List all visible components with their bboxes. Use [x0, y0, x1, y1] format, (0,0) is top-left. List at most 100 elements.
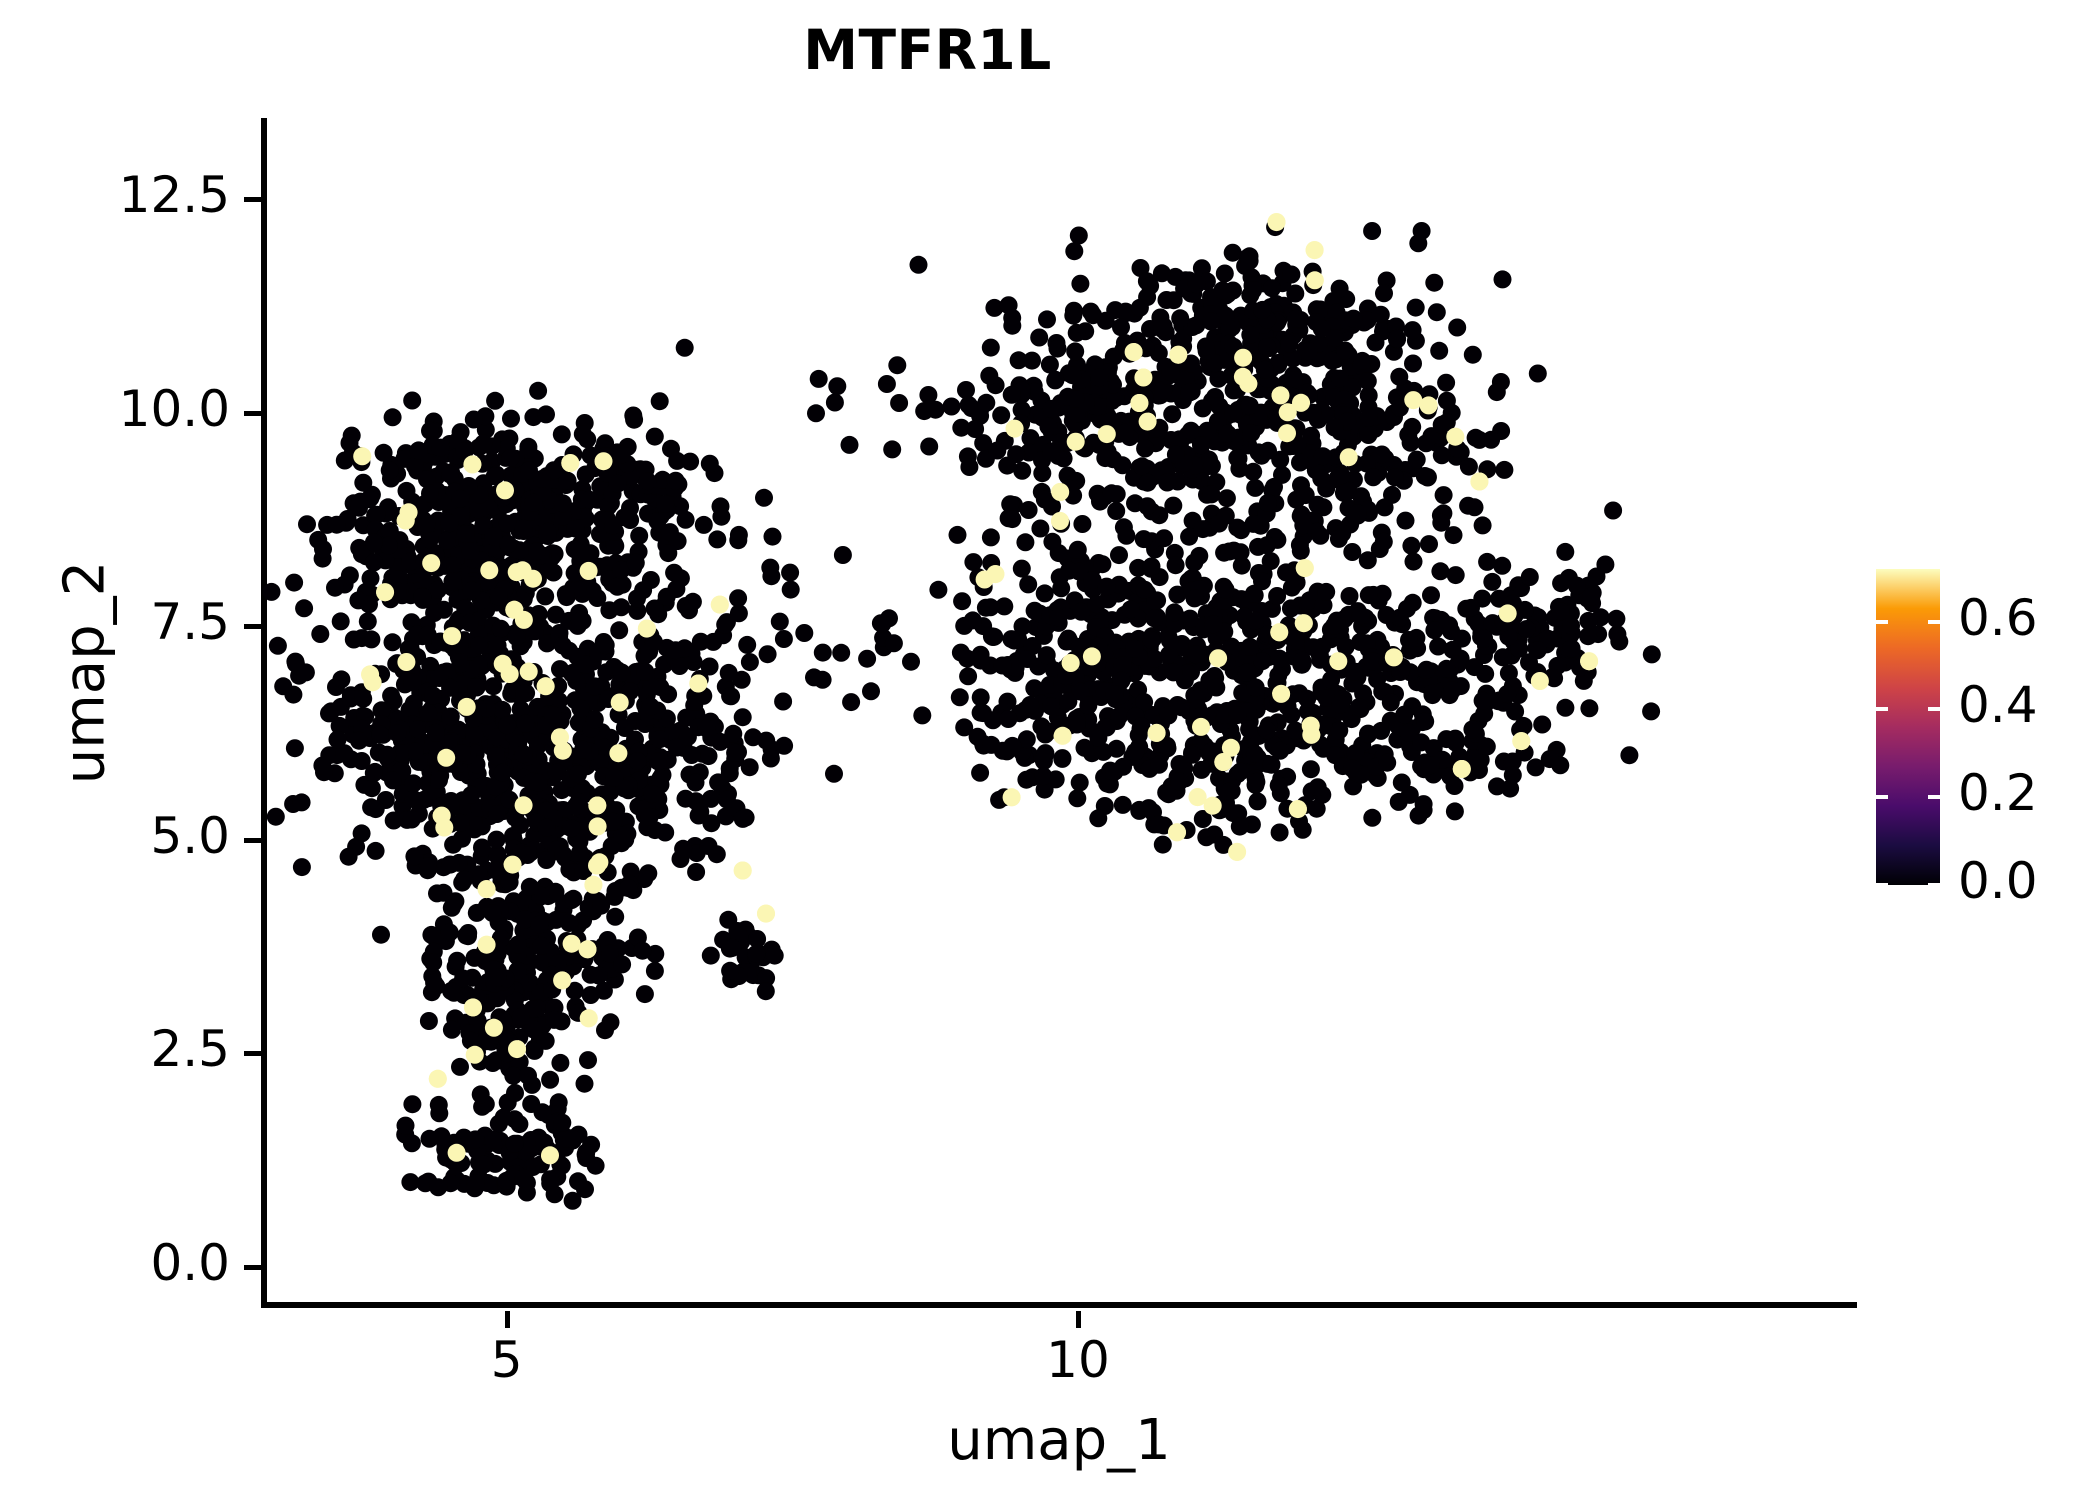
scatter-point [733, 708, 752, 727]
y-tick-mark [244, 410, 261, 416]
scatter-point [1240, 637, 1259, 656]
scatter-point [1134, 530, 1153, 549]
scatter-point [576, 543, 595, 562]
scatter-point [1392, 773, 1411, 792]
scatter-point [486, 777, 505, 796]
scatter-point [533, 953, 552, 972]
scatter-point-highlight [464, 998, 482, 1017]
scatter-point [1257, 721, 1276, 740]
scatter-point [466, 1174, 485, 1193]
scatter-point [1132, 717, 1151, 736]
scatter-point [1421, 756, 1440, 775]
scatter-point [498, 716, 517, 735]
scatter-point [1477, 737, 1496, 756]
scatter-point [465, 725, 484, 744]
scatter-point [1298, 689, 1317, 708]
scatter-point [1192, 760, 1211, 779]
scatter-point [883, 440, 902, 459]
scatter-point [1180, 383, 1199, 402]
scatter-point [474, 434, 493, 453]
scatter-point [1241, 325, 1260, 344]
scatter-point [694, 515, 713, 534]
scatter-point [1193, 399, 1212, 418]
scatter-point [842, 693, 861, 712]
scatter-point [1107, 502, 1126, 520]
scatter-point [420, 1129, 439, 1148]
x-tick-mark [504, 1311, 510, 1328]
scatter-point [442, 1020, 461, 1039]
scatter-point [1495, 460, 1514, 479]
scatter-point [1283, 349, 1302, 368]
scatter-point [1520, 568, 1539, 586]
scatter-point-highlight [1404, 391, 1423, 410]
scatter-point [1381, 693, 1400, 712]
scatter-point [457, 926, 476, 945]
scatter-point [1263, 279, 1281, 298]
scatter-point [448, 951, 467, 970]
scatter-point [1035, 490, 1054, 509]
scatter-point [687, 863, 706, 881]
scatter-point [981, 338, 1000, 357]
scatter-point [461, 1031, 480, 1050]
scatter-point [1138, 497, 1157, 516]
scatter-point [576, 465, 595, 484]
scatter-point [612, 445, 631, 464]
scatter-point [1391, 663, 1410, 681]
scatter-point-highlight [1053, 726, 1072, 745]
scatter-point [380, 522, 399, 540]
scatter-point [610, 621, 629, 640]
scatter-point [1403, 321, 1422, 340]
scatter-point [579, 1051, 597, 1070]
scatter-point [406, 742, 424, 761]
scatter-point [1164, 663, 1183, 682]
scatter-point [1434, 486, 1453, 505]
scatter-point [421, 421, 439, 440]
scatter-point [1291, 453, 1309, 472]
scatter-point [439, 734, 458, 753]
scatter-point-highlight [396, 511, 415, 530]
scatter-point [1466, 428, 1485, 447]
scatter-point [711, 732, 730, 751]
scatter-point [536, 587, 555, 606]
scatter-point [486, 391, 505, 410]
scatter-point [1187, 275, 1206, 294]
scatter-point [1204, 615, 1223, 634]
scatter-point [1642, 645, 1661, 664]
scatter-point [1112, 318, 1130, 337]
scatter-point [404, 774, 423, 793]
scatter-point [1258, 493, 1277, 512]
scatter-point [1196, 337, 1215, 356]
scatter-point [1193, 520, 1212, 539]
scatter-point [553, 494, 572, 513]
scatter-point [1330, 721, 1349, 740]
scatter-point [501, 449, 520, 467]
scatter-point [592, 896, 611, 915]
scatter-point-highlight [477, 935, 496, 954]
scatter-point-highlight [503, 855, 522, 874]
scatter-point [1269, 353, 1288, 372]
y-tick-mark [244, 197, 261, 203]
scatter-point [462, 581, 481, 600]
scatter-point [952, 418, 971, 437]
scatter-point [995, 597, 1014, 616]
scatter-point [1610, 632, 1629, 651]
scatter-point [656, 495, 675, 513]
scatter-point [1301, 760, 1320, 779]
scatter-point [1330, 369, 1349, 388]
scatter-point [1311, 526, 1330, 545]
scatter-point [488, 989, 507, 1008]
scatter-point-highlight [579, 1009, 598, 1028]
scatter-point [465, 948, 484, 967]
scatter-point [1036, 744, 1055, 763]
scatter-point [1462, 598, 1480, 617]
scatter-point [541, 1070, 560, 1089]
colorbar-gradient [1876, 569, 1940, 885]
scatter-point [441, 678, 460, 697]
scatter-point [683, 592, 702, 611]
scatter-point [452, 744, 471, 762]
scatter-point [1178, 664, 1197, 683]
scatter-point [1483, 572, 1502, 591]
scatter-point [636, 662, 655, 681]
scatter-point [464, 410, 483, 429]
